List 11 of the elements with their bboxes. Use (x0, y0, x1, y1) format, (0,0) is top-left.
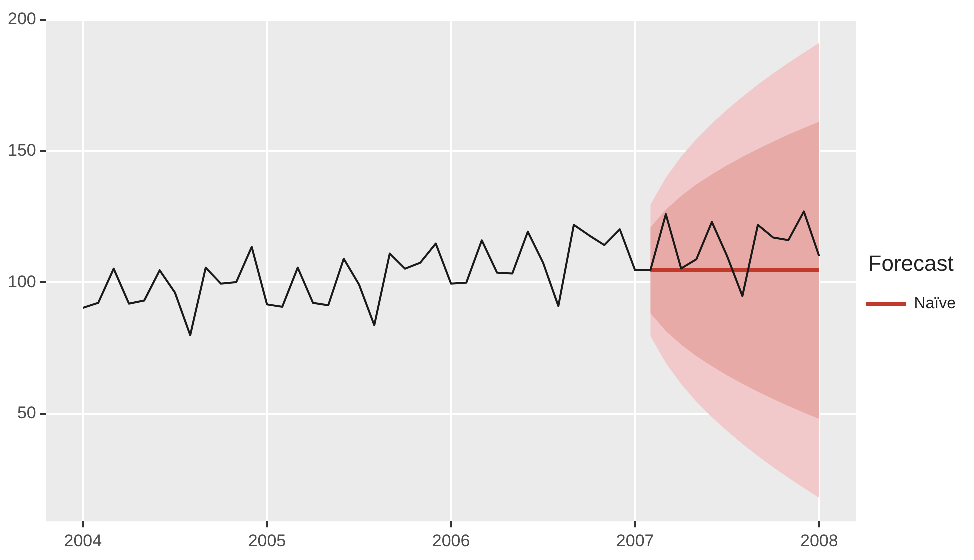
x-tick-label: 2007 (616, 531, 654, 550)
x-tick-label: 2005 (248, 531, 286, 550)
y-tick-label: 200 (8, 10, 36, 29)
y-tick-label: 150 (8, 140, 36, 160)
y-tick-label: 100 (8, 272, 36, 292)
legend-title: Forecast (868, 250, 954, 276)
x-tick-label: 2004 (64, 531, 102, 550)
y-tick-label: 50 (17, 404, 36, 423)
x-tick-label: 2006 (432, 531, 470, 550)
x-tick-label: 2008 (800, 531, 838, 550)
legend-label: Naïve (914, 296, 956, 313)
